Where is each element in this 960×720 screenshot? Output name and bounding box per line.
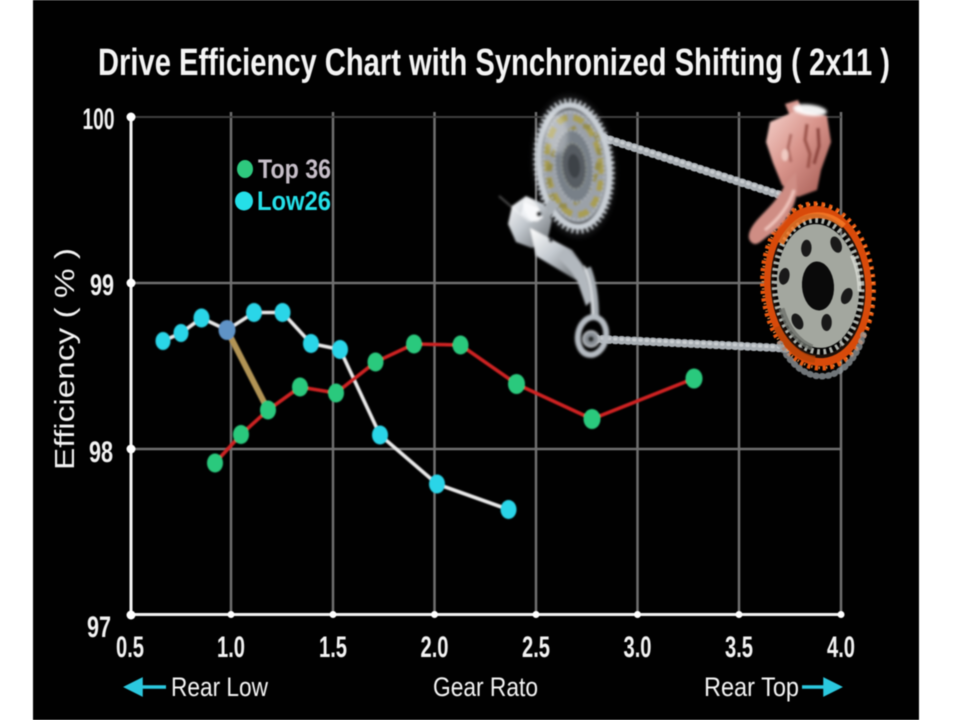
svg-text:98: 98 — [89, 436, 113, 469]
svg-text:97: 97 — [87, 611, 111, 644]
svg-text:99: 99 — [90, 269, 114, 302]
svg-text:Rear Low: Rear Low — [171, 672, 268, 702]
svg-text:3.0: 3.0 — [624, 631, 652, 664]
svg-text:Efficiency ( % ): Efficiency ( % ) — [49, 248, 80, 470]
svg-text:Gear Rato: Gear Rato — [433, 672, 538, 702]
svg-text:2.0: 2.0 — [421, 631, 449, 664]
svg-text:100: 100 — [83, 103, 115, 136]
svg-text:2.5: 2.5 — [522, 631, 550, 664]
svg-text:Drive Efficiency Chart with Sy: Drive Efficiency Chart with Synchronized… — [98, 42, 890, 84]
svg-text:4.0: 4.0 — [827, 631, 855, 664]
svg-text:3.5: 3.5 — [725, 631, 753, 664]
svg-text:Rear Top: Rear Top — [704, 672, 799, 702]
svg-text:0.5: 0.5 — [116, 631, 144, 664]
svg-text:Top 36: Top 36 — [258, 154, 331, 184]
svg-text:1.5: 1.5 — [319, 631, 347, 664]
svg-text:1.0: 1.0 — [217, 631, 245, 664]
svg-text:Low26: Low26 — [257, 186, 331, 216]
